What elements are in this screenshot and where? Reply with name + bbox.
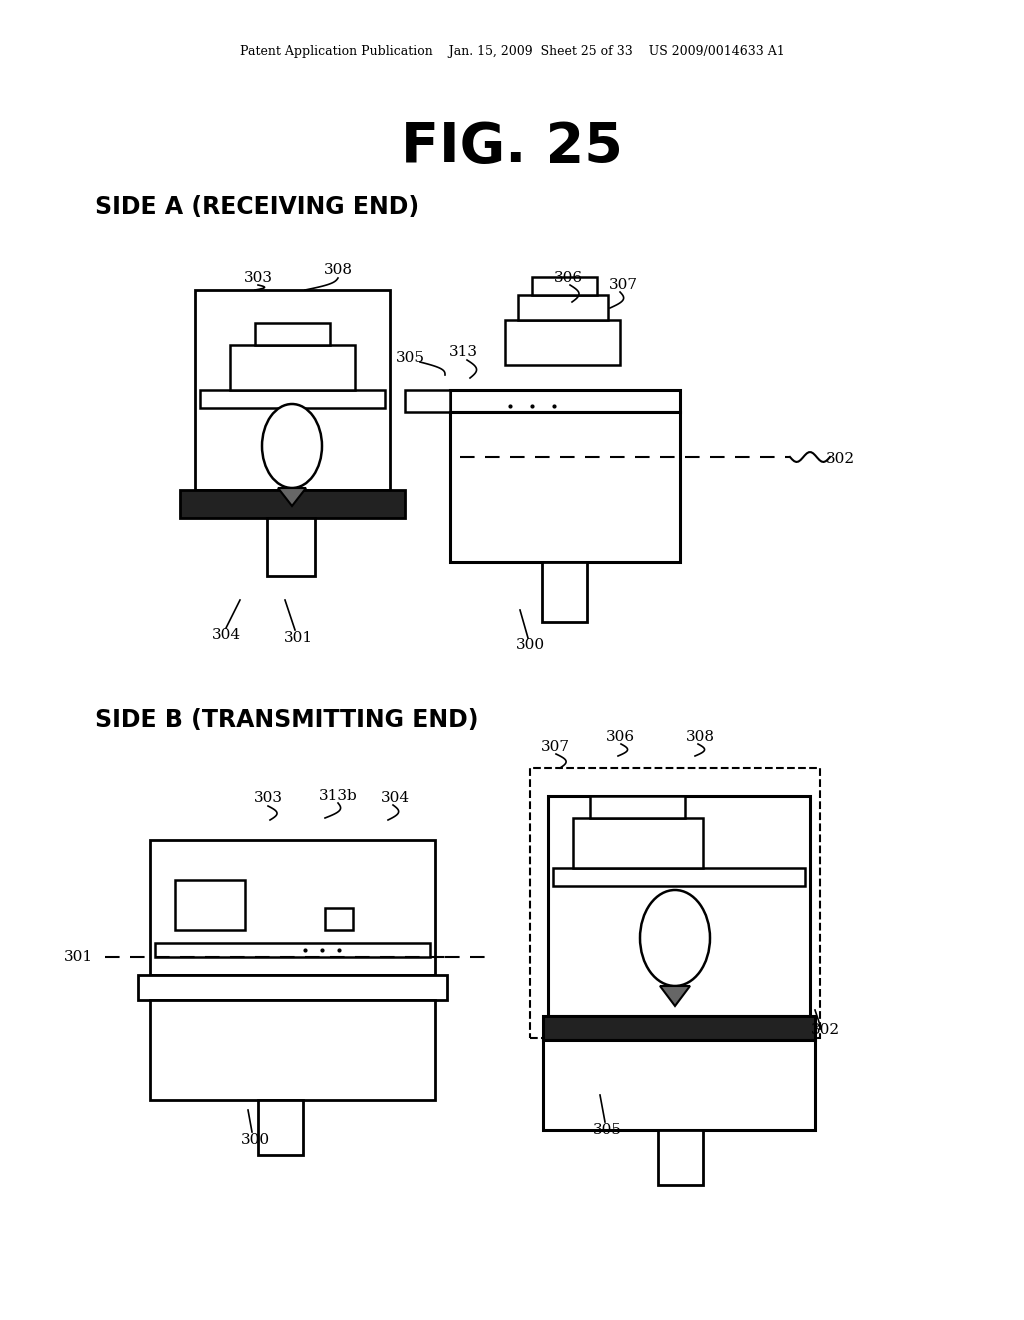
- Bar: [200, 389, 385, 408]
- Bar: [543, 1016, 815, 1040]
- Polygon shape: [278, 488, 306, 506]
- Bar: [180, 490, 406, 517]
- Bar: [230, 345, 355, 389]
- Bar: [138, 975, 447, 1001]
- Text: 313: 313: [449, 345, 477, 359]
- Bar: [175, 880, 245, 931]
- Ellipse shape: [262, 404, 322, 488]
- Bar: [573, 818, 703, 869]
- Bar: [325, 908, 353, 931]
- Text: 305: 305: [593, 1123, 622, 1137]
- Bar: [406, 389, 450, 412]
- Text: 308: 308: [324, 263, 352, 277]
- Text: 303: 303: [254, 791, 283, 805]
- Bar: [150, 840, 435, 975]
- Text: 300: 300: [241, 1133, 269, 1147]
- Text: 304: 304: [381, 791, 410, 805]
- Text: 302: 302: [810, 1023, 840, 1038]
- Bar: [258, 1100, 303, 1155]
- Text: FIG. 25: FIG. 25: [401, 120, 623, 174]
- Text: 301: 301: [63, 950, 92, 964]
- Ellipse shape: [640, 890, 710, 986]
- Bar: [543, 1040, 815, 1130]
- Bar: [505, 319, 620, 366]
- Text: 305: 305: [395, 351, 425, 366]
- Bar: [255, 323, 330, 345]
- Bar: [532, 277, 597, 294]
- Text: 303: 303: [244, 271, 272, 285]
- Text: 300: 300: [515, 638, 545, 652]
- Bar: [450, 412, 680, 562]
- Polygon shape: [660, 986, 690, 1006]
- Text: SIDE B (TRANSMITTING END): SIDE B (TRANSMITTING END): [95, 708, 478, 733]
- Text: SIDE A (RECEIVING END): SIDE A (RECEIVING END): [95, 195, 419, 219]
- Bar: [530, 768, 820, 1038]
- Text: 313b: 313b: [318, 789, 357, 803]
- Text: 307: 307: [608, 279, 638, 292]
- Bar: [267, 517, 315, 576]
- Text: 307: 307: [541, 741, 569, 754]
- Text: 306: 306: [553, 271, 583, 285]
- Text: Patent Application Publication    Jan. 15, 2009  Sheet 25 of 33    US 2009/00146: Patent Application Publication Jan. 15, …: [240, 45, 784, 58]
- Bar: [195, 290, 390, 490]
- Bar: [150, 1001, 435, 1100]
- Bar: [590, 796, 685, 818]
- Bar: [548, 796, 810, 1016]
- Bar: [155, 942, 430, 957]
- Bar: [450, 389, 680, 412]
- Text: 302: 302: [825, 451, 855, 466]
- Bar: [658, 1130, 703, 1185]
- Bar: [518, 294, 608, 319]
- Bar: [542, 562, 587, 622]
- Text: 301: 301: [284, 631, 312, 645]
- Bar: [553, 869, 805, 886]
- Text: 308: 308: [685, 730, 715, 744]
- Text: 304: 304: [211, 628, 241, 642]
- Text: 306: 306: [605, 730, 635, 744]
